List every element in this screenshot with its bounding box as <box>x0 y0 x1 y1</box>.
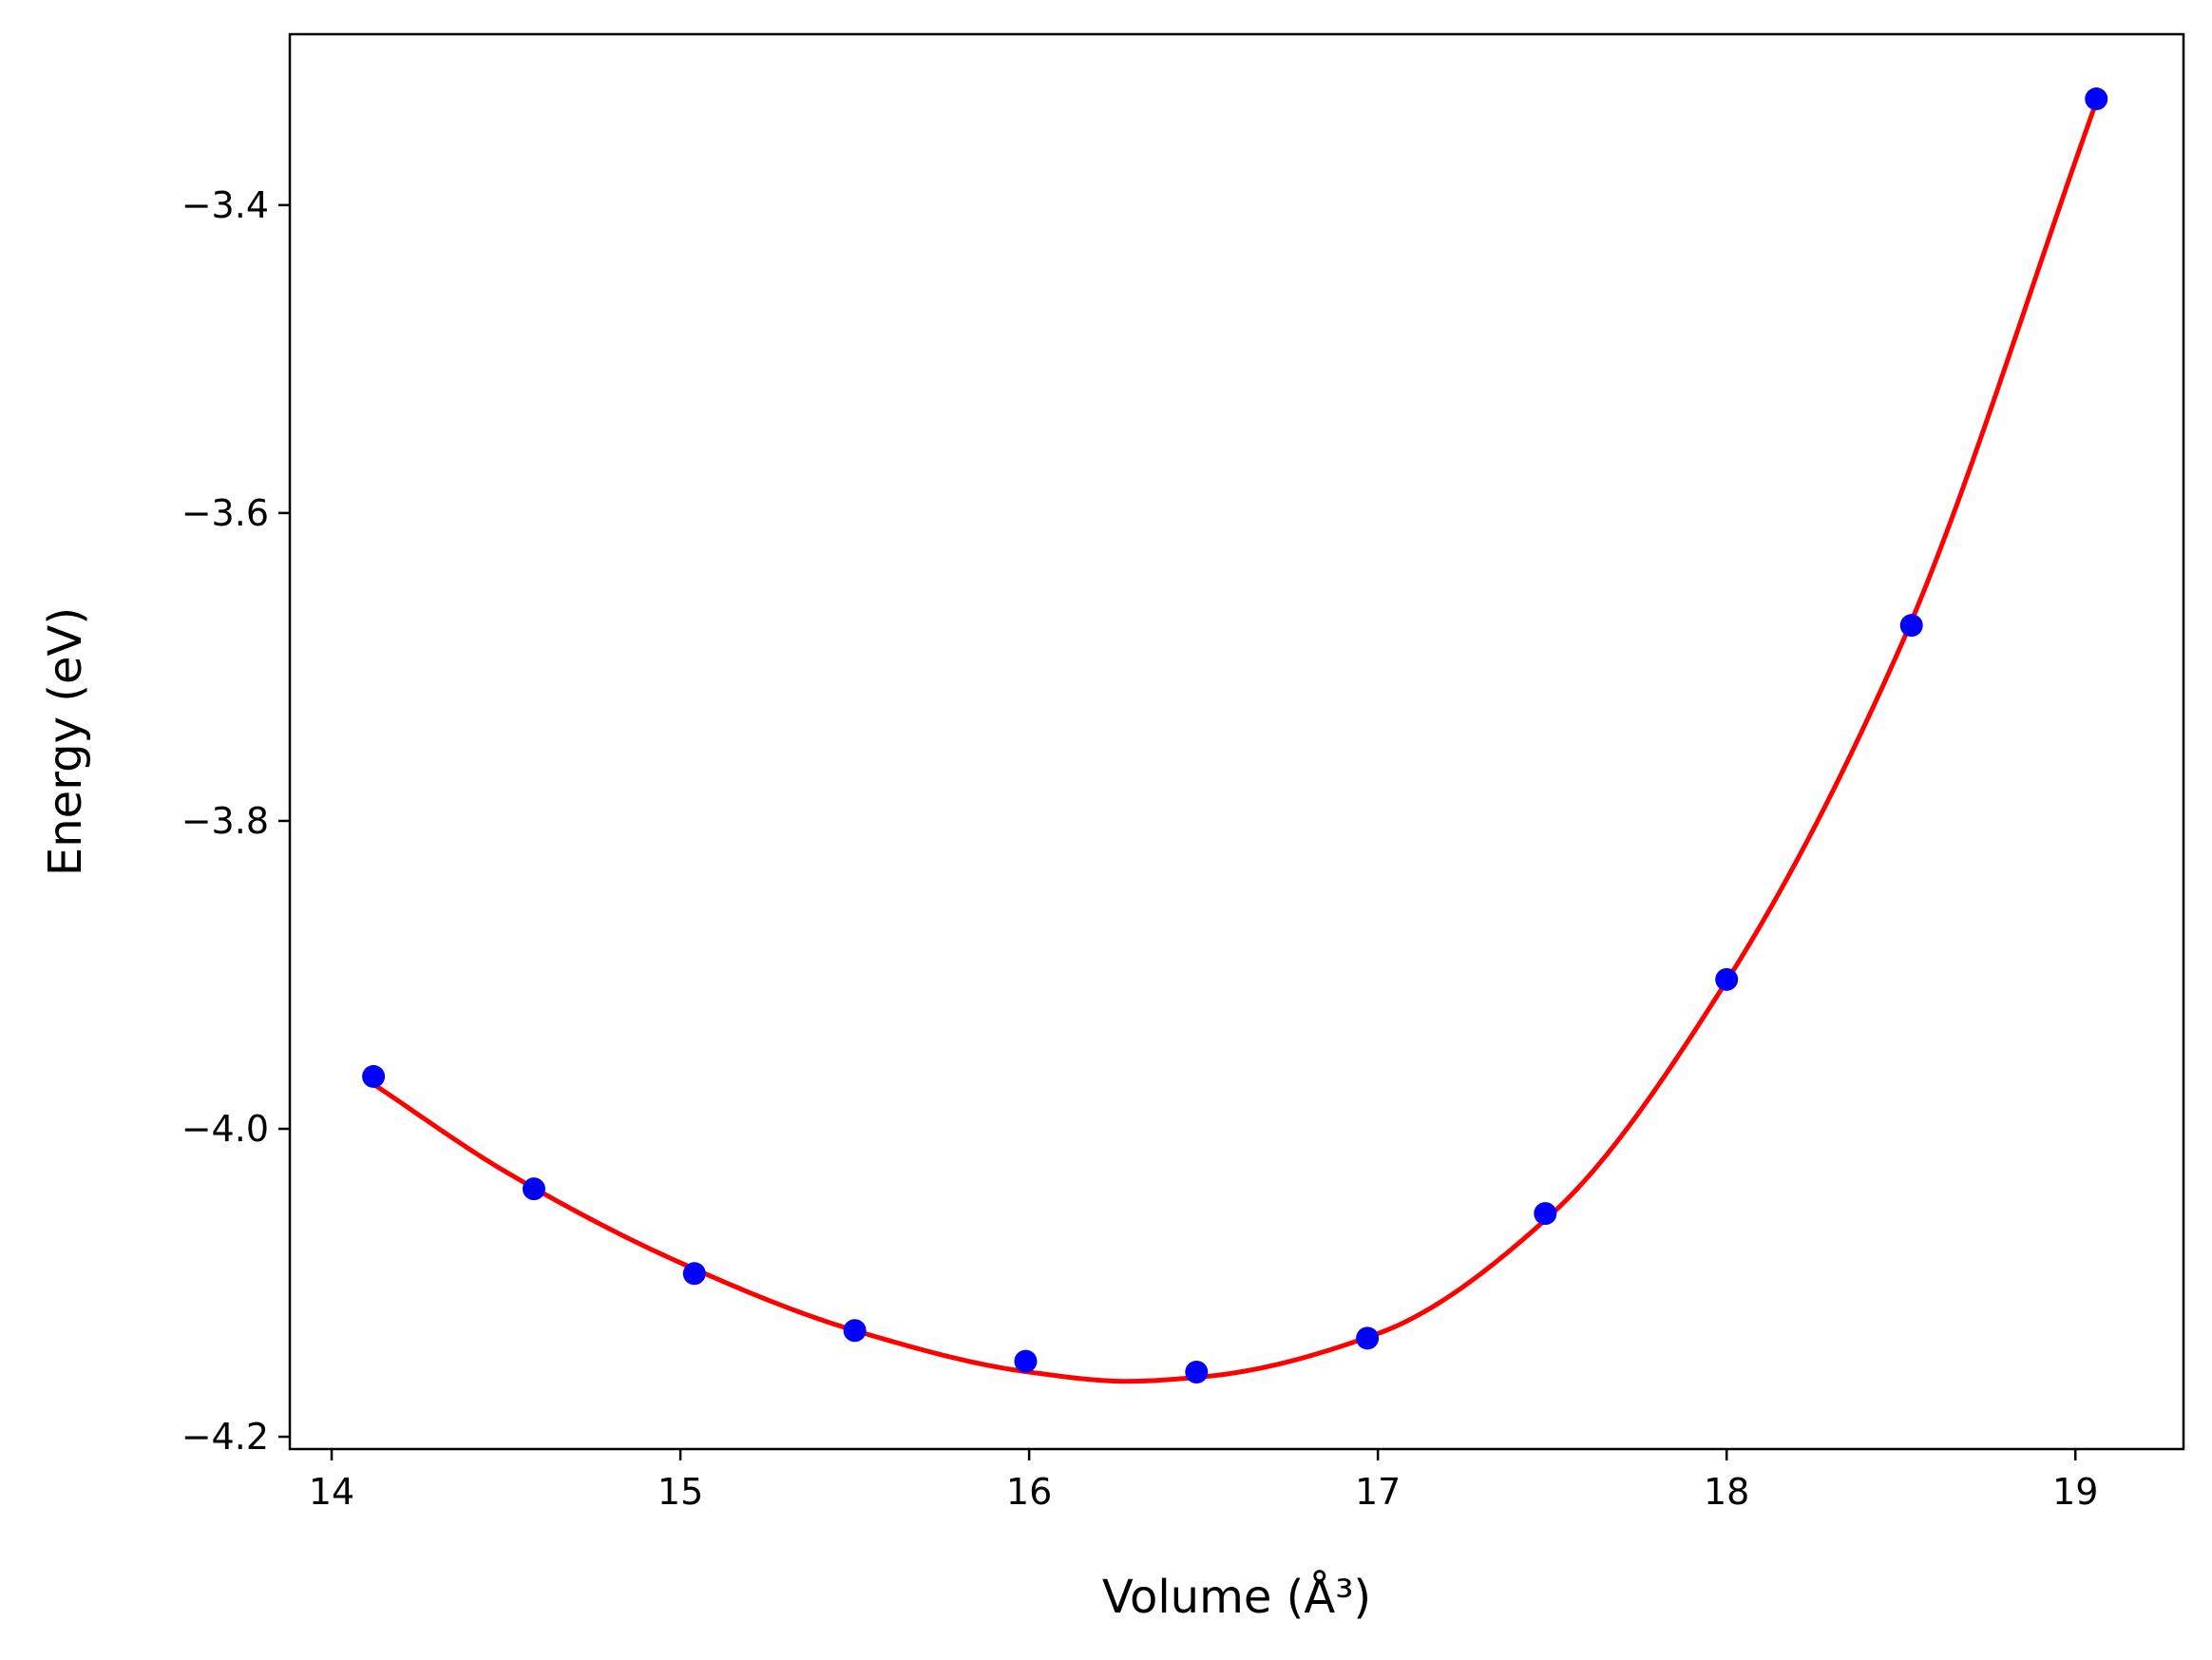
data-point <box>1534 1202 1557 1226</box>
x-tick-label: 18 <box>1704 1471 1749 1513</box>
data-point <box>682 1262 706 1286</box>
y-tick-label: −4.2 <box>181 1416 269 1458</box>
x-tick-label: 14 <box>309 1471 354 1513</box>
x-tick-label: 19 <box>2052 1471 2098 1513</box>
y-axis-label: Energy (eV) <box>39 607 92 876</box>
data-points <box>362 87 2108 1383</box>
data-point <box>1014 1349 1038 1373</box>
x-tick-label: 15 <box>658 1471 703 1513</box>
axes-frame <box>288 32 2185 1451</box>
data-point <box>1185 1360 1209 1383</box>
data-point <box>362 1064 386 1088</box>
y-tick-label: −4.0 <box>181 1108 269 1150</box>
data-point <box>843 1319 867 1343</box>
y-tick-label: −3.6 <box>181 492 269 534</box>
x-axis-label: Volume (Å³) <box>1102 1570 1371 1624</box>
fit-curve <box>371 99 2099 1384</box>
data-point <box>522 1177 545 1201</box>
data-point <box>1899 614 1923 638</box>
data-point <box>1715 967 1739 991</box>
x-tick-label: 16 <box>1006 1471 1052 1513</box>
plot-area <box>362 87 2108 1384</box>
y-tick-label: −3.4 <box>181 184 269 226</box>
y-tick-label: −3.8 <box>181 800 269 842</box>
x-axis: 14 15 16 17 18 19 <box>309 1449 2098 1513</box>
x-tick-label: 17 <box>1355 1471 1401 1513</box>
y-axis: −4.2 −4.0 −3.8 −3.6 −3.4 <box>181 184 290 1458</box>
data-point <box>2085 87 2108 111</box>
data-point <box>1356 1326 1380 1350</box>
